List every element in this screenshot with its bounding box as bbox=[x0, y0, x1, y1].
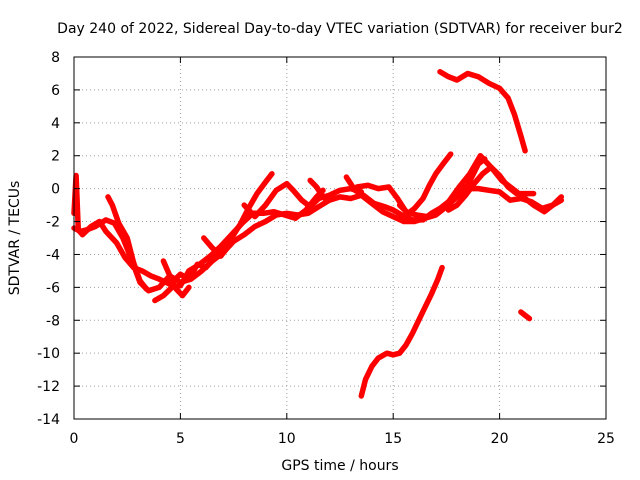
y-tick-label: -14 bbox=[37, 412, 60, 428]
series-track-g bbox=[241, 180, 365, 220]
y-tick-label: 8 bbox=[51, 50, 60, 66]
series-track-h bbox=[343, 156, 488, 223]
x-tick-label: 5 bbox=[176, 431, 185, 447]
y-tick-label: -8 bbox=[46, 313, 60, 329]
series-track-m bbox=[437, 69, 528, 154]
series-track-l bbox=[307, 177, 328, 202]
series-track-c bbox=[105, 194, 150, 292]
y-tick-label: -10 bbox=[37, 346, 60, 362]
series-track-o bbox=[518, 309, 533, 322]
y-tick-label: -12 bbox=[37, 379, 60, 395]
y-tick-label: -2 bbox=[46, 215, 60, 231]
y-tick-label: 6 bbox=[51, 83, 60, 99]
series-track-j bbox=[396, 151, 454, 217]
y-tick-label: 2 bbox=[51, 149, 60, 165]
data-series-group bbox=[71, 69, 565, 399]
series-track-a bbox=[71, 171, 275, 287]
y-axis-label: SDTVAR / TECUs bbox=[7, 181, 23, 296]
plot-frame bbox=[73, 56, 607, 420]
grid-lines bbox=[74, 57, 606, 419]
series-track-i bbox=[354, 152, 565, 220]
x-tick-label: 20 bbox=[491, 431, 509, 447]
chart-title: Day 240 of 2022, Sidereal Day-to-day VTE… bbox=[57, 21, 623, 37]
series-track-d bbox=[152, 187, 326, 304]
series-track-f bbox=[201, 235, 230, 259]
x-tick-label: 25 bbox=[597, 431, 615, 447]
axis-ticks bbox=[73, 56, 607, 420]
y-tick-label: 0 bbox=[51, 182, 60, 198]
series-track-k bbox=[445, 164, 537, 213]
series-track-n bbox=[358, 264, 445, 399]
x-tick-label: 10 bbox=[278, 431, 296, 447]
x-tick-label: 15 bbox=[384, 431, 402, 447]
y-tick-label: 4 bbox=[51, 116, 60, 132]
y-tick-label: -4 bbox=[46, 247, 60, 263]
x-tick-label: 0 bbox=[70, 431, 79, 447]
x-axis-label: GPS time / hours bbox=[281, 458, 398, 474]
series-track-e bbox=[160, 258, 192, 299]
y-tick-label: -6 bbox=[46, 280, 60, 296]
